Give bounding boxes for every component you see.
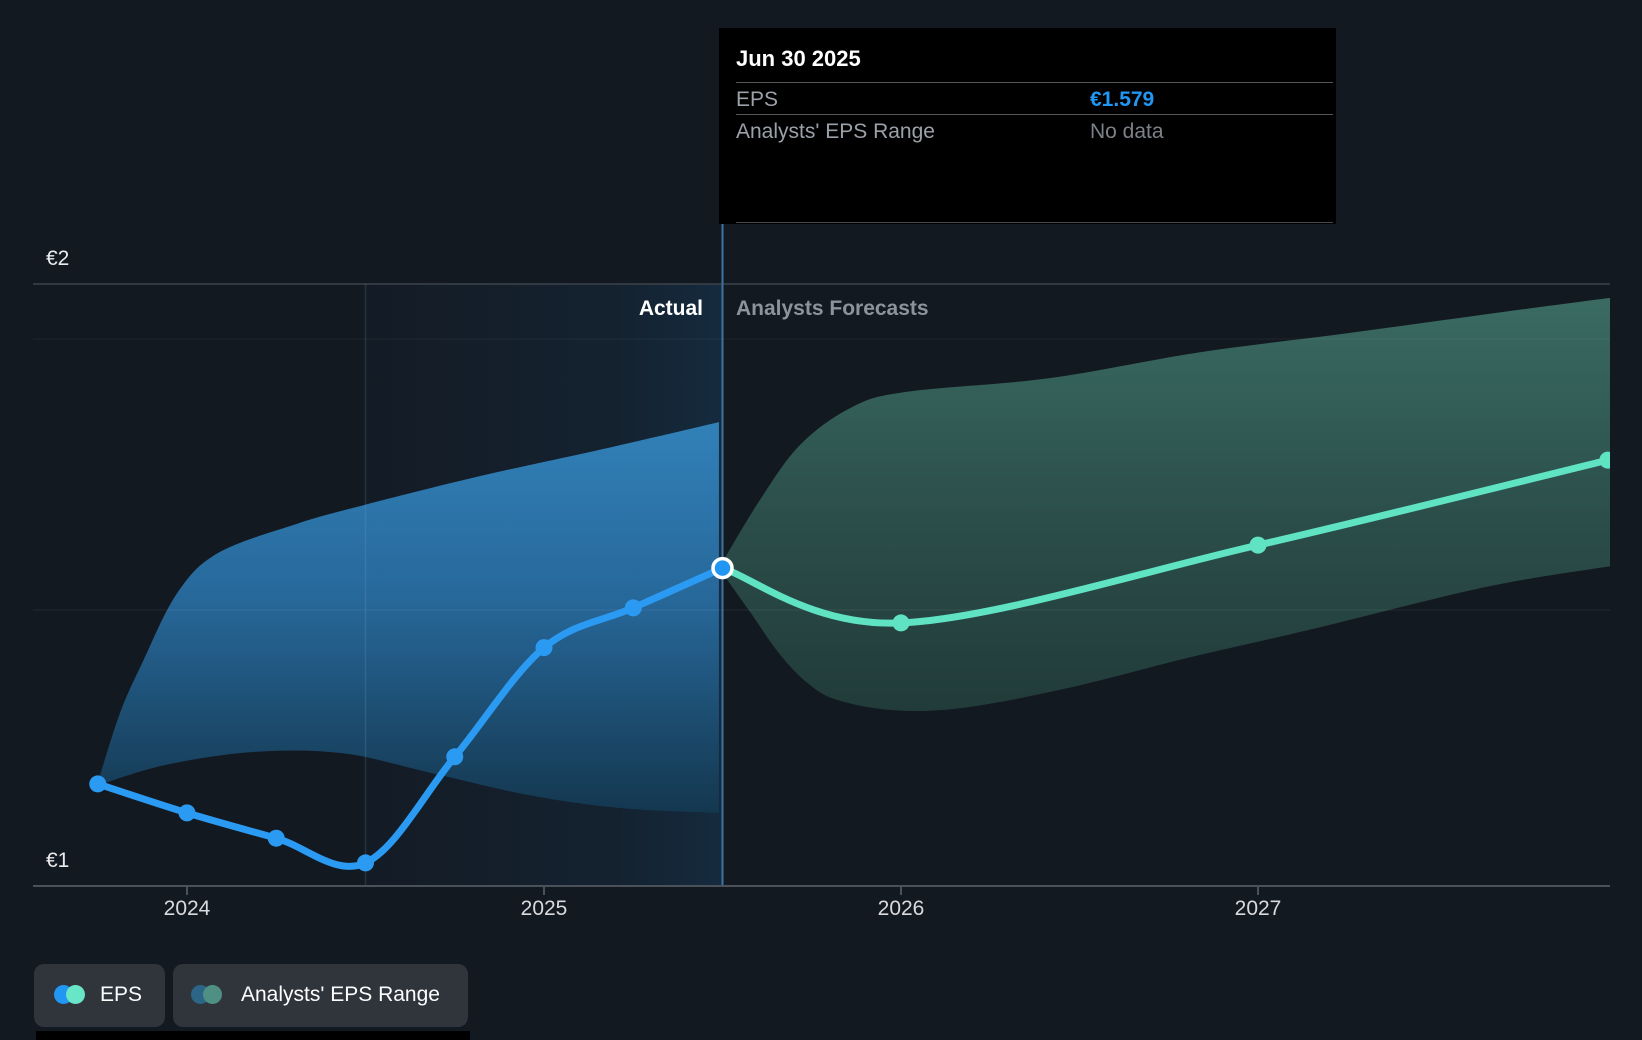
eps-actual-point[interactable] [535,639,553,657]
tooltip-row-eps: EPS €1.579 [719,86,1336,114]
legend-item-eps[interactable]: EPS [34,964,165,1027]
bottom-black-bar [36,1031,470,1040]
forecast-period-label: Analysts Forecasts [736,297,929,320]
eps-actual-point[interactable] [624,599,642,617]
tooltip-eps-label: EPS [736,88,779,111]
tooltip-divider [736,114,1333,115]
eps-actual-point[interactable] [446,748,464,766]
y-axis-label-2: €2 [46,247,70,270]
tooltip-row-range: Analysts' EPS Range No data [719,118,1336,146]
actual-period-label: Actual [638,297,703,320]
eps-series-icon [54,984,98,1006]
range-series-icon [191,984,235,1006]
teal-dot-icon [66,985,85,1004]
eps-forecast-point[interactable] [892,614,910,632]
tooltip-divider [736,82,1333,83]
x-axis-label-2024: 2024 [163,897,211,920]
eps-actual-line [94,564,726,870]
actual-range-area [98,422,719,813]
eps-actual-point[interactable] [178,804,196,822]
chart-tooltip: Jun 30 2025 EPS €1.579 Analysts' EPS Ran… [719,28,1336,224]
eps-actual-point[interactable] [267,829,285,847]
muted-teal-dot-icon [203,985,222,1004]
tooltip-date: Jun 30 2025 [736,46,861,71]
eps-forecast-point[interactable] [1249,536,1267,554]
tooltip-eps-value: €1.579 [1090,88,1155,111]
tooltip-range-label: Analysts' EPS Range [736,120,935,143]
eps-actual-point[interactable] [357,854,374,872]
legend-item-analysts-eps-range[interactable]: Analysts' EPS Range [173,964,468,1027]
eps-actual-point[interactable] [89,775,107,793]
hovered-eps-point[interactable] [711,556,734,580]
x-axis-label-2027: 2027 [1234,897,1282,920]
eps-forecast-point[interactable] [1599,451,1616,469]
x-axis-label-2026: 2026 [877,897,925,920]
legend-eps-label: EPS [100,983,143,1006]
forecast-range-area [718,297,1610,711]
tooltip-range-value: No data [1090,120,1164,143]
y-axis-label-1: €1 [46,849,70,872]
x-axis-label-2025: 2025 [520,897,568,920]
tooltip-divider [736,222,1333,223]
legend-range-label: Analysts' EPS Range [241,983,440,1006]
eps-forecast-line [719,456,1610,627]
